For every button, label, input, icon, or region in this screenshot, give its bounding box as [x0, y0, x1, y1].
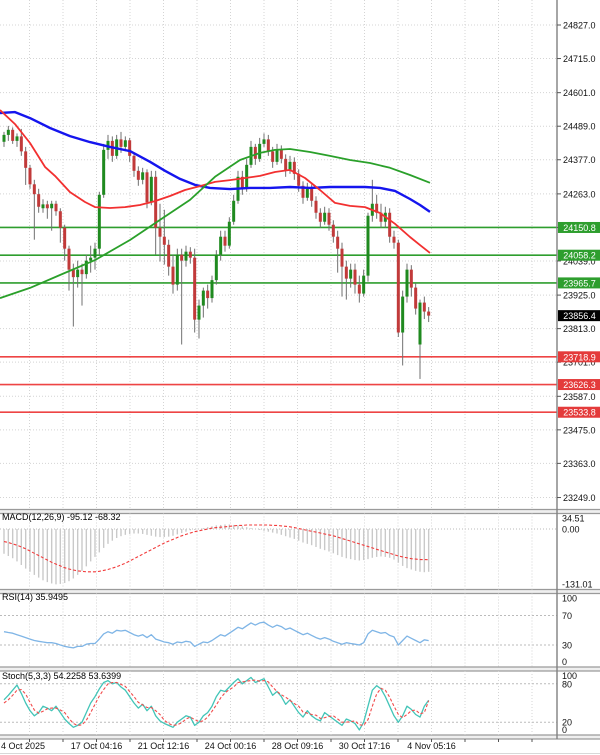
svg-text:23701.0: 23701.0	[563, 358, 596, 368]
stoch-d-line	[3, 679, 430, 726]
svg-text:23249.0: 23249.0	[563, 493, 596, 503]
time-axis-label: 17 Oct 04:16	[71, 741, 123, 751]
svg-text:24039.0: 24039.0	[563, 256, 596, 266]
svg-text:23363.0: 23363.0	[563, 459, 596, 469]
svg-text:23587.0: 23587.0	[563, 392, 596, 402]
svg-text:0.00: 0.00	[562, 525, 580, 535]
svg-text:23533.8: 23533.8	[563, 408, 596, 418]
svg-text:23965.7: 23965.7	[563, 278, 596, 288]
macd-indicator-label: MACD(12,26,9) -95.12 -68.32	[2, 512, 121, 522]
ma-blue	[0, 110, 431, 213]
main-grid	[0, 0, 557, 510]
svg-text:23718.9: 23718.9	[563, 352, 596, 362]
svg-text:24489.0: 24489.0	[563, 122, 596, 132]
macd-signal-line	[3, 524, 429, 573]
svg-text:20: 20	[562, 718, 572, 728]
svg-text:80: 80	[562, 679, 572, 689]
time-axis-label: 4 Nov 05:16	[407, 741, 456, 751]
svg-text:24263.0: 24263.0	[563, 189, 596, 199]
svg-text:24150.8: 24150.8	[563, 223, 596, 233]
svg-text:100: 100	[562, 594, 577, 604]
svg-text:23626.3: 23626.3	[563, 380, 596, 390]
rsi-indicator-label: RSI(14) 35.9495	[2, 592, 69, 602]
time-axis-label: 4 Oct 2025	[1, 741, 45, 751]
svg-text:24601.0: 24601.0	[563, 88, 596, 98]
svg-text:30: 30	[562, 640, 572, 650]
svg-text:23813.0: 23813.0	[563, 324, 596, 334]
support-resistance-lines	[0, 226, 557, 414]
rsi-line	[3, 621, 429, 649]
svg-text:70: 70	[562, 611, 572, 621]
candles	[2, 125, 431, 379]
time-axis-label: 28 Oct 09:16	[272, 741, 324, 751]
svg-text:0: 0	[562, 725, 567, 735]
svg-text:24058.2: 24058.2	[563, 251, 596, 261]
svg-text:23925.0: 23925.0	[563, 291, 596, 301]
svg-text:23475.0: 23475.0	[563, 425, 596, 435]
svg-text:34.51: 34.51	[562, 514, 585, 524]
ma-red	[0, 109, 431, 254]
svg-text:24377.0: 24377.0	[563, 155, 596, 165]
time-axis[interactable]: 4 Oct 2025 17 Oct 04:16 21 Oct 12:16 24 Oct…	[1, 739, 533, 751]
price-level-labels: 24150.8 24058.2 23965.7 23718.9 23626.3 23533…	[558, 221, 600, 418]
panel-separator-0	[0, 508, 600, 515]
svg-text:0: 0	[562, 657, 567, 667]
svg-text:24827.0: 24827.0	[563, 21, 596, 31]
svg-text:23856.4: 23856.4	[563, 311, 596, 321]
time-axis-label: 24 Oct 00:16	[205, 741, 257, 751]
ma-green	[0, 148, 431, 299]
time-axis-label: 30 Oct 17:16	[339, 741, 391, 751]
panel-separator-1	[0, 588, 600, 595]
macd-histogram	[3, 524, 430, 585]
stoch-indicator-label: Stoch(5,3,3) 54.2258 53.6399	[2, 671, 122, 681]
svg-text:100: 100	[562, 671, 577, 681]
svg-text:-131.01: -131.01	[562, 580, 593, 590]
panel-separator-2	[0, 666, 600, 672]
panel-separator-3	[0, 734, 600, 740]
time-axis-label: 21 Oct 12:16	[138, 741, 190, 751]
svg-text:24715.0: 24715.0	[563, 54, 596, 64]
stoch-k-line	[3, 676, 430, 731]
